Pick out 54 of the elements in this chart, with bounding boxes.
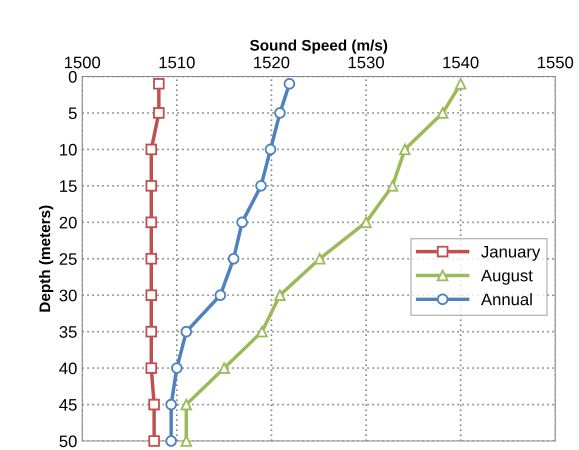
point	[236, 216, 248, 228]
y-tick-label: 10	[60, 144, 77, 156]
point	[228, 252, 240, 265]
point	[146, 252, 158, 265]
point	[399, 144, 411, 156]
point	[214, 289, 226, 301]
x-tick-label: 1530	[348, 56, 384, 68]
point	[274, 289, 286, 301]
legend-label: Annual	[481, 293, 532, 306]
point	[218, 362, 230, 374]
point	[264, 144, 276, 156]
point	[436, 107, 448, 119]
point	[180, 326, 192, 338]
point	[386, 180, 398, 192]
point	[284, 78, 296, 90]
point	[153, 107, 165, 119]
y-axis-title: Depth (meters)	[39, 206, 54, 312]
point	[146, 289, 158, 301]
point	[180, 398, 192, 410]
point	[360, 216, 372, 228]
y-tick-label: 15	[60, 180, 77, 192]
x-tick-label: 1500	[64, 56, 100, 68]
y-tick-label: 45	[59, 399, 77, 411]
point	[255, 180, 267, 192]
point	[171, 362, 183, 374]
point	[146, 144, 158, 156]
x-tick-label: 1520	[254, 56, 290, 68]
point	[274, 107, 286, 119]
point	[148, 435, 160, 447]
point	[146, 180, 158, 192]
y-tick-label: 5	[68, 108, 77, 120]
y-tick-label: 30	[59, 290, 77, 302]
x-axis-title: Sound Speed (m/s)	[250, 39, 388, 54]
x-tick-label: 1550	[538, 56, 574, 68]
x-tick-label: 1510	[160, 56, 195, 68]
point	[454, 78, 466, 90]
point	[165, 435, 177, 447]
x-tick-label: 1540	[443, 56, 479, 68]
point	[165, 398, 177, 410]
point	[314, 252, 326, 265]
point	[146, 216, 158, 228]
y-tick-label: 40	[59, 362, 77, 374]
point	[148, 398, 160, 410]
point	[146, 362, 158, 374]
legend-label: January	[481, 246, 540, 261]
legend-label: August	[481, 270, 533, 285]
y-tick-label: 25	[60, 253, 77, 265]
y-tick-label: 50	[59, 435, 77, 448]
point	[146, 326, 158, 338]
y-tick-label: 20	[60, 216, 77, 229]
y-tick-label: 0	[68, 70, 77, 83]
y-tick-label: 35	[59, 326, 77, 338]
point	[153, 78, 165, 90]
point	[256, 326, 268, 338]
